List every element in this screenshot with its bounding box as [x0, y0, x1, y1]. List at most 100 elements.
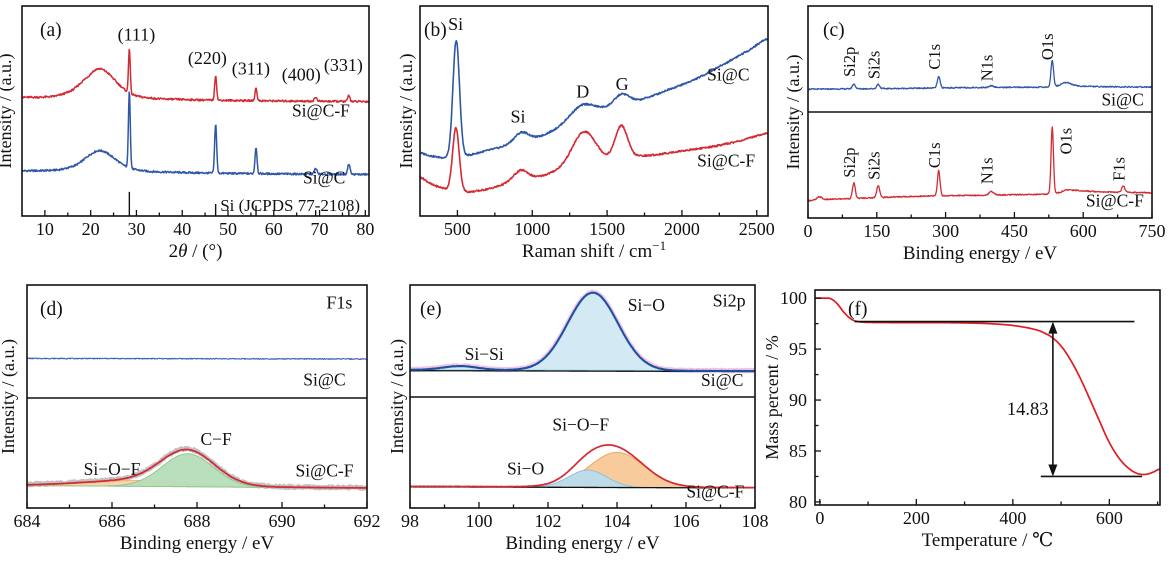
series-envelope: [27, 448, 367, 489]
annotation-text: 14.83: [1007, 400, 1049, 420]
annotation-text: Si−O−F: [552, 414, 609, 434]
x-axis-label: Binding energy / eV: [120, 533, 275, 554]
annotation-text: Si@C: [303, 370, 345, 390]
annotation-text: Si2s: [865, 151, 884, 179]
y-axis-label: Intensity / (a.u.): [0, 339, 19, 454]
panel-letter-a: (a): [40, 20, 62, 41]
plot-series-group: [410, 289, 755, 489]
annotation-text: Si−O: [628, 295, 665, 315]
annotation-text: Si (JCPDS 77-2108): [220, 196, 360, 215]
x-axis-label: Binding energy / eV: [505, 533, 660, 554]
annotation-text: D: [576, 81, 589, 101]
y-tick-label: 85: [789, 441, 807, 461]
x-tick-label: 450: [1001, 221, 1028, 241]
panel-letter-d: (d): [40, 299, 63, 320]
annotation-text: Si@C-F: [296, 461, 354, 481]
x-tick-label: 102: [535, 511, 562, 531]
panel-b-chart: 500 1000 1500 2000 2500 Si Si D G Si@C Si@C-F Raman…: [396, 5, 775, 263]
y-axis-label: Intensity / (a.u.): [783, 55, 804, 170]
annotation-text: F1s: [326, 293, 352, 313]
annotation-text: Si@C: [707, 65, 749, 85]
plot-border: [21, 5, 370, 217]
annotation-text: Si: [511, 107, 526, 127]
series-si-o-component: [410, 291, 755, 373]
y-axis-label: Intensity / (a.u.): [387, 339, 408, 454]
series-si-c-raw: [27, 357, 367, 361]
annotation-text: (111): [118, 25, 156, 46]
plot-series-group: [420, 37, 768, 194]
x-tick-label: 40: [173, 219, 191, 239]
annotation-text: O1s: [1038, 33, 1057, 60]
x-axis-label: Temperature / ℃: [922, 530, 1054, 551]
annotation-text: Si@C-F: [697, 151, 755, 171]
x-tick-label: 684: [14, 511, 41, 531]
annotation-text: Si: [448, 14, 463, 34]
y-axis-label: Intensity / (a.u.): [396, 54, 417, 169]
series-si-c-f: [22, 48, 369, 104]
annotation-text: Si2p: [840, 47, 859, 77]
panel-d-chart: 684 686 688 690 692 F1s Si@C Si−O−F C−F Si@C-F Bin…: [0, 284, 381, 554]
series-si-c-f-mass: [815, 297, 1160, 476]
series-si-c: [808, 59, 1152, 91]
panel-a-chart: 10 20 30 40 50 60 70 80 (111) (220)(311) (400) (331…: [0, 5, 374, 262]
x-tick-label: 688: [184, 511, 211, 531]
plot-series-group: [815, 297, 1160, 476]
y-tick-label: 100: [780, 288, 807, 308]
y-tick-label: 95: [789, 339, 807, 359]
x-tick-label: 600: [1096, 508, 1123, 528]
panel-letter-e: (e): [420, 299, 442, 320]
series-si-c-f: [420, 124, 768, 194]
x-axis-label: 2θ / (°): [169, 241, 223, 262]
x-tick-label: 200: [903, 508, 930, 528]
x-tick-label: 70: [311, 219, 329, 239]
annotation-text: (331): [324, 55, 363, 76]
panel-e-chart: 98 100 102 104 106 108 Si−Si Si−O Si2p Si@C Si−O−F…: [387, 284, 769, 554]
annotation-text: Si@C-F: [1086, 190, 1144, 210]
x-tick-label: 100: [466, 511, 493, 531]
x-tick-label: 2500: [739, 219, 775, 239]
x-tick-label: 60: [265, 219, 283, 239]
plot-series-group: [22, 48, 369, 177]
annotation-text: Si2p: [840, 147, 859, 177]
annotation-text: (400): [282, 65, 321, 86]
panel-c-chart: 0 150 300 450 600 750 Si2p Si2s C1s N1s O1s Si@C Si2…: [783, 5, 1166, 264]
x-tick-label: 692: [354, 511, 381, 531]
x-axis-label: Binding energy / eV: [903, 243, 1058, 264]
x-tick-label: 1000: [514, 219, 550, 239]
plot-series-group: [27, 357, 367, 491]
y-axis-label: Intensity / (a.u.): [0, 54, 16, 169]
x-tick-label: 10: [36, 219, 54, 239]
x-tick-label: 0: [815, 508, 824, 528]
panel-f-chart: 0 200 400 600 80 85 90 95 100 14.83 Temperature / …: [762, 288, 1161, 551]
annotation-text: G: [616, 74, 629, 94]
x-tick-label: 80: [356, 219, 374, 239]
series-si-c: [22, 91, 369, 177]
arrowhead-up: [1048, 321, 1058, 334]
series-c-f-component: [27, 453, 367, 489]
x-tick-label: 300: [932, 221, 959, 241]
x-tick-label: 108: [742, 511, 769, 531]
annotation-text: N1s: [977, 157, 996, 184]
series-envelope: [410, 291, 755, 373]
annotation-text: Si2p: [713, 290, 746, 310]
annotation-text: C1s: [925, 44, 944, 70]
annotation-text: Si@C: [701, 370, 743, 390]
annotation-text: (220): [188, 48, 227, 69]
annotation-text: C−F: [200, 429, 232, 449]
annotation-text: (311): [232, 58, 270, 79]
plot-border: [814, 289, 1161, 506]
annotation-text: Si−O: [507, 459, 544, 479]
annotation-text: N1s: [977, 55, 996, 82]
series-envelope: [410, 444, 755, 489]
x-tick-label: 98: [401, 511, 419, 531]
x-axis-label: Raman shift / cm−1: [522, 238, 666, 263]
series-si-c-f: [808, 126, 1152, 202]
x-tick-label: 690: [269, 511, 296, 531]
x-tick-label: 400: [999, 508, 1026, 528]
annotation-text: Si2s: [865, 51, 884, 79]
arrowhead-down: [1048, 464, 1058, 477]
panel-letter-b: (b): [424, 20, 447, 41]
annotation-text: Si@C-F: [686, 481, 744, 501]
x-tick-label: 600: [1070, 221, 1097, 241]
